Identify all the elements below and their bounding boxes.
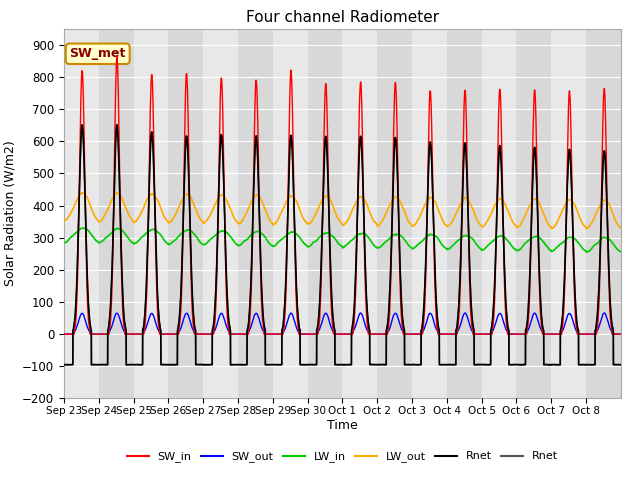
Bar (308, 29, 342, 398)
Bar (99, 29, 134, 398)
Bar (204, 29, 238, 398)
Bar (551, 29, 586, 398)
Bar (412, 29, 447, 398)
Bar (64, 29, 99, 398)
Y-axis label: Solar Radiation (W/m2): Solar Radiation (W/m2) (4, 141, 17, 287)
Bar (377, 29, 412, 398)
Bar (134, 29, 168, 398)
Bar (586, 29, 621, 398)
Title: Four channel Radiometer: Four channel Radiometer (246, 10, 439, 25)
Bar (516, 29, 551, 398)
Bar (168, 29, 204, 398)
Bar (238, 29, 273, 398)
Bar (447, 29, 481, 398)
Text: SW_met: SW_met (70, 48, 126, 60)
X-axis label: Time: Time (327, 419, 358, 432)
Bar (481, 29, 516, 398)
Bar (273, 29, 308, 398)
Bar (342, 29, 377, 398)
Legend: SW_in, SW_out, LW_in, LW_out, Rnet, Rnet: SW_in, SW_out, LW_in, LW_out, Rnet, Rnet (122, 447, 563, 467)
